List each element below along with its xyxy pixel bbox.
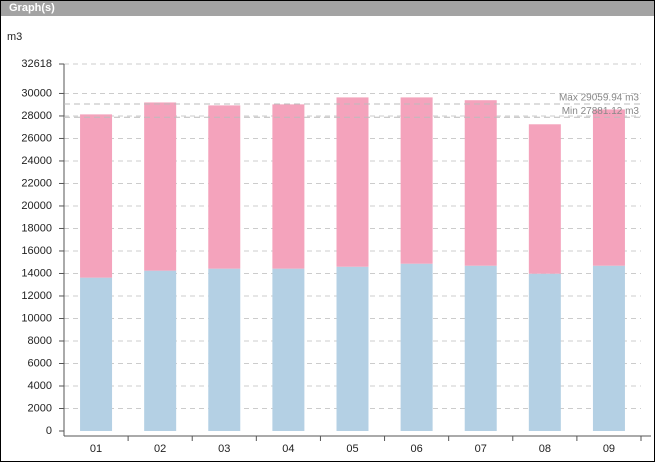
bar-segment xyxy=(144,270,177,431)
y-tick-label: 24000 xyxy=(21,155,52,167)
y-tick-label: 8000 xyxy=(28,335,52,347)
x-tick-label: 02 xyxy=(154,443,166,455)
panel-header: Graph(s) xyxy=(1,1,654,16)
bar-segment xyxy=(80,277,113,431)
y-tick-label: 22000 xyxy=(21,177,52,189)
y-tick-label: 28000 xyxy=(21,110,52,122)
x-tick-label: 07 xyxy=(475,443,487,455)
bar-segment xyxy=(208,105,241,269)
bar-segment xyxy=(400,97,433,264)
y-tick-label: 12000 xyxy=(21,290,52,302)
bar-segment xyxy=(528,273,561,431)
y-tick-label: 16000 xyxy=(21,245,52,257)
reference-label: Max 29059.94 m3 xyxy=(559,93,639,104)
x-tick-label: 05 xyxy=(346,443,358,455)
reference-label: Min 27881.12 m3 xyxy=(562,106,640,117)
bar-segment xyxy=(592,265,625,431)
bar-segment xyxy=(80,114,113,278)
bar-segment xyxy=(144,102,177,271)
y-tick-label: 32618 xyxy=(21,58,52,70)
y-tick-label: 26000 xyxy=(21,132,52,144)
y-tick-label: 6000 xyxy=(28,357,52,369)
y-axis-label: m3 xyxy=(7,31,22,43)
bar-segment xyxy=(272,104,305,269)
x-tick-label: 04 xyxy=(282,443,294,455)
bar-segment xyxy=(336,97,369,267)
y-tick-label: 10000 xyxy=(21,312,52,324)
y-tick-label: 0 xyxy=(46,425,52,437)
y-tick-label: 2000 xyxy=(28,402,52,414)
y-tick-label: 30000 xyxy=(21,87,52,99)
bar-segment xyxy=(464,100,497,266)
bar-segment xyxy=(336,266,369,431)
y-tick-label: 4000 xyxy=(28,380,52,392)
bar-segment xyxy=(400,263,433,431)
bar-segment xyxy=(528,124,561,274)
y-tick-label: 14000 xyxy=(21,267,52,279)
bar-segment xyxy=(272,268,305,431)
x-tick-label: 01 xyxy=(90,443,102,455)
bar-segment xyxy=(464,265,497,431)
x-tick-label: 03 xyxy=(218,443,230,455)
x-tick-label: 09 xyxy=(603,443,615,455)
x-tick-label: 08 xyxy=(539,443,551,455)
bar-segment xyxy=(592,109,625,266)
y-tick-label: 18000 xyxy=(21,222,52,234)
bar-segment xyxy=(208,268,241,431)
x-tick-label: 06 xyxy=(410,443,422,455)
y-tick-label: 20000 xyxy=(21,200,52,212)
